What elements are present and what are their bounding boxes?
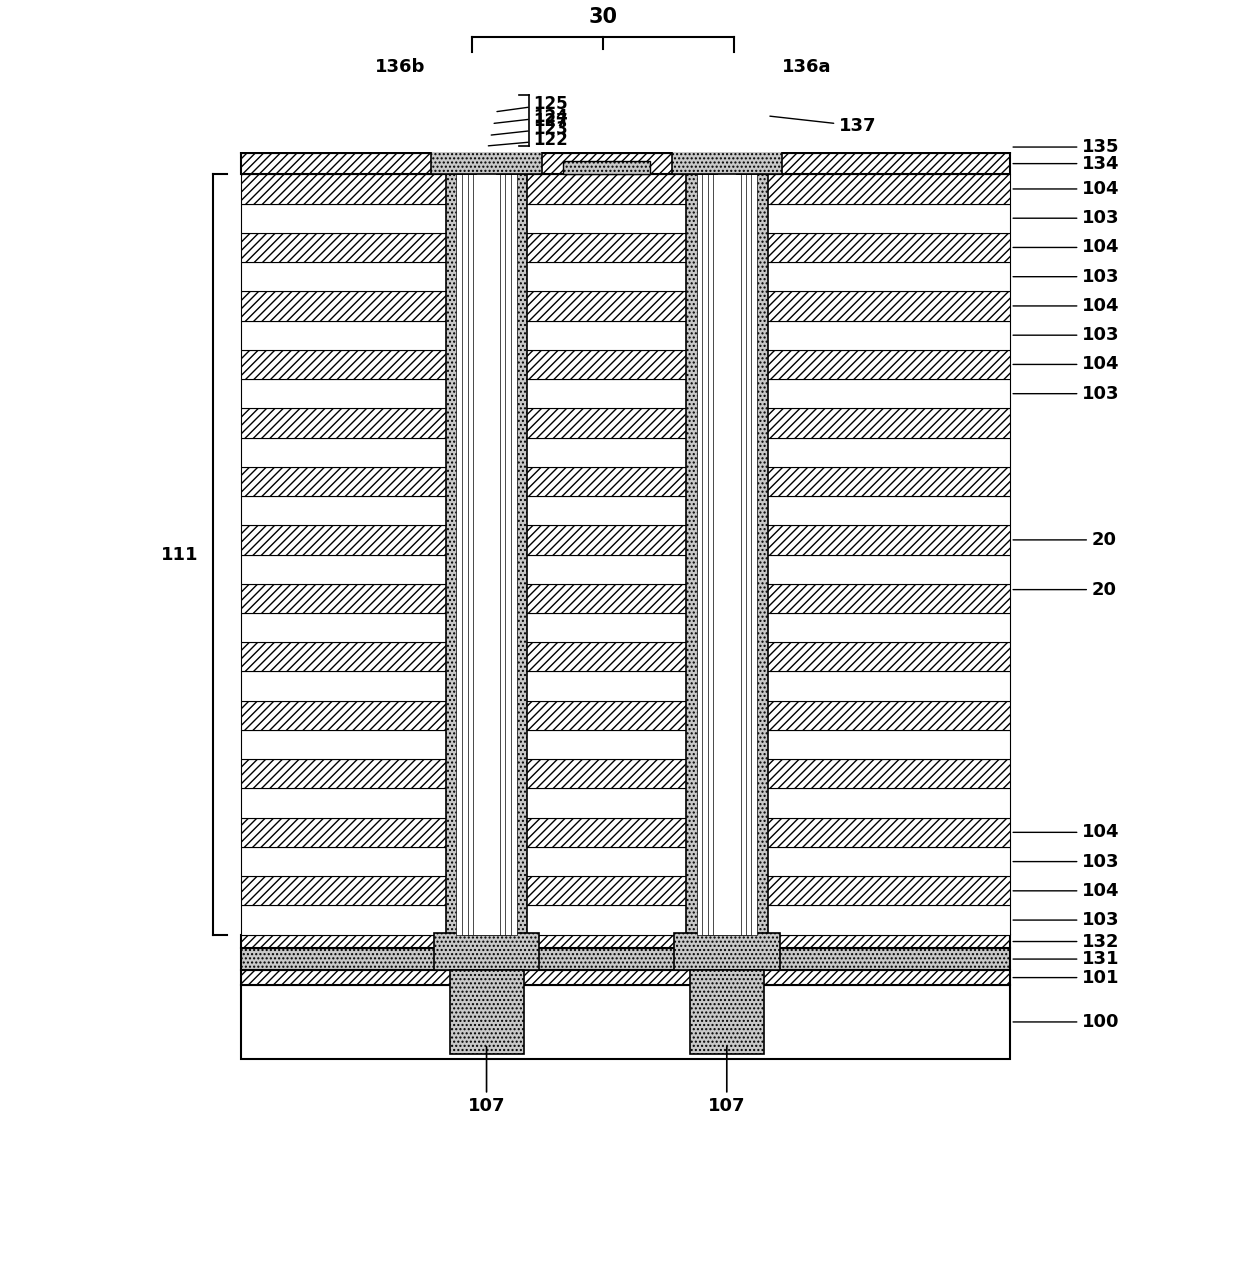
Bar xyxy=(242,948,1011,970)
Text: 135: 135 xyxy=(1013,138,1120,156)
Text: 103: 103 xyxy=(1013,267,1120,286)
Bar xyxy=(467,175,505,934)
Bar xyxy=(242,760,1011,789)
Text: 127: 127 xyxy=(533,111,568,129)
Bar xyxy=(242,262,1011,291)
Bar xyxy=(242,142,1011,153)
Bar xyxy=(242,701,1011,730)
Text: 20: 20 xyxy=(1013,530,1117,549)
Bar xyxy=(242,934,1011,948)
Text: 122: 122 xyxy=(489,132,568,149)
Bar xyxy=(242,233,1011,262)
Bar xyxy=(434,933,539,970)
Text: 107: 107 xyxy=(467,1047,505,1115)
Text: 123: 123 xyxy=(491,119,568,138)
Bar xyxy=(563,162,650,175)
Bar xyxy=(242,467,1011,496)
Text: 103: 103 xyxy=(1013,327,1120,344)
Bar xyxy=(672,133,782,175)
Text: 132: 132 xyxy=(1013,933,1120,951)
Bar xyxy=(242,525,1011,555)
Bar xyxy=(242,555,1011,584)
Text: 103: 103 xyxy=(1013,209,1120,227)
Bar xyxy=(242,905,1011,934)
Bar xyxy=(689,970,764,1053)
Bar xyxy=(242,153,1011,175)
Text: 104: 104 xyxy=(1013,356,1120,373)
Text: 134: 134 xyxy=(1013,154,1120,172)
Bar xyxy=(432,133,542,175)
Text: 103: 103 xyxy=(1013,385,1120,403)
Bar xyxy=(242,985,1011,1058)
Text: 136b: 136b xyxy=(374,58,425,76)
Text: 137: 137 xyxy=(770,116,877,135)
Bar xyxy=(242,818,1011,847)
Text: 124: 124 xyxy=(494,108,568,125)
Text: 100: 100 xyxy=(1013,1013,1120,1031)
Text: 30: 30 xyxy=(589,8,618,27)
Bar xyxy=(477,175,496,934)
Text: 104: 104 xyxy=(1013,238,1120,257)
Bar xyxy=(242,730,1011,760)
Bar xyxy=(242,789,1011,818)
Text: 104: 104 xyxy=(1013,823,1120,842)
Text: 103: 103 xyxy=(1013,912,1120,929)
Text: 104: 104 xyxy=(1013,298,1120,315)
Bar xyxy=(242,379,1011,409)
Text: 111: 111 xyxy=(161,546,198,563)
Bar xyxy=(242,876,1011,905)
Text: 104: 104 xyxy=(1013,180,1120,197)
Bar xyxy=(702,175,751,934)
Bar xyxy=(686,175,768,934)
Bar xyxy=(242,320,1011,349)
Bar xyxy=(242,671,1011,701)
Bar xyxy=(242,496,1011,525)
Text: 104: 104 xyxy=(1013,882,1120,900)
Text: 125: 125 xyxy=(497,95,568,113)
Bar xyxy=(708,175,745,934)
Bar xyxy=(439,90,505,142)
Text: 131: 131 xyxy=(1013,950,1120,968)
Bar xyxy=(713,175,740,934)
Bar xyxy=(675,933,780,970)
Bar xyxy=(242,291,1011,320)
Bar xyxy=(718,175,735,934)
Bar xyxy=(242,584,1011,613)
Bar xyxy=(242,349,1011,379)
Bar xyxy=(242,204,1011,233)
Text: 20: 20 xyxy=(1013,581,1117,599)
Bar xyxy=(445,175,527,934)
Text: 107: 107 xyxy=(708,1047,745,1115)
Bar xyxy=(697,175,758,934)
Bar xyxy=(242,642,1011,671)
Bar xyxy=(242,409,1011,438)
Bar xyxy=(242,847,1011,876)
Bar xyxy=(242,438,1011,467)
Text: 136a: 136a xyxy=(781,58,831,76)
Bar xyxy=(456,175,517,934)
Text: 103: 103 xyxy=(1013,852,1120,871)
Bar xyxy=(472,175,501,934)
Bar xyxy=(463,175,511,934)
Bar xyxy=(242,613,1011,642)
Bar xyxy=(702,90,768,142)
Bar xyxy=(242,175,1011,204)
Bar xyxy=(242,970,1011,985)
Text: 101: 101 xyxy=(1013,968,1120,986)
Bar xyxy=(450,970,523,1053)
